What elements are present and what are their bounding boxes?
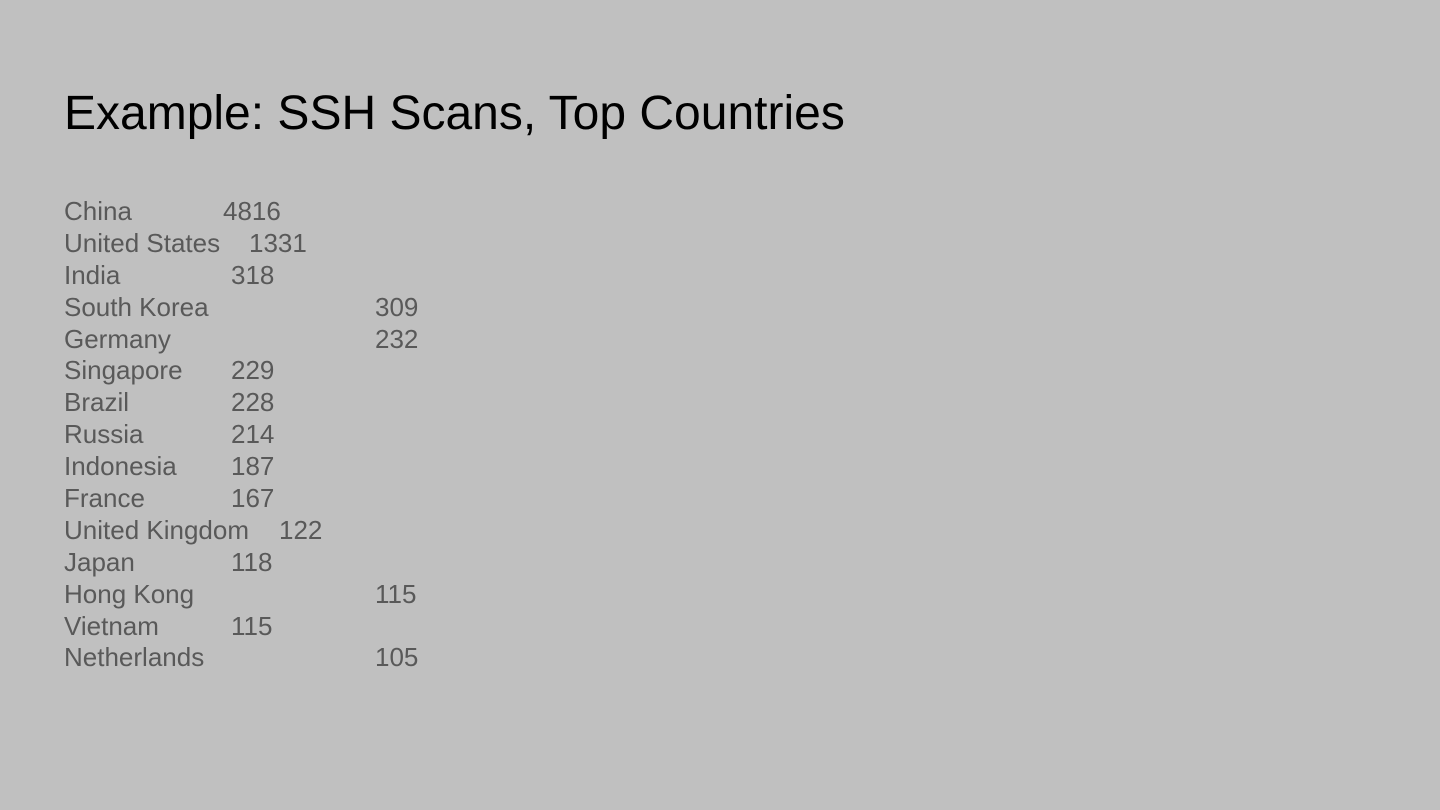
list-item: Indonesia 187 [64,450,664,482]
list-item: South Korea 309 [64,291,664,323]
scan-count: 232 [375,323,419,354]
list-item: Netherlands 105 [64,641,664,673]
list-item: France 167 [64,482,664,514]
list-item: India 318 [64,259,664,291]
scan-count: 214 [231,419,275,450]
scan-count: 115 [231,610,273,641]
list-item: United Kingdom 122 [64,514,664,546]
list-item: Germany 232 [64,323,664,355]
scan-count: 105 [375,642,419,673]
list-item: Hong Kong 115 [64,578,664,610]
scan-count: 309 [375,291,419,322]
country-name: France [64,483,145,514]
country-name: Japan [64,546,135,577]
country-name: Germany [64,323,171,354]
list-item: Japan 118 [64,546,664,578]
slide-title: Example: SSH Scans, Top Countries [64,87,845,140]
country-name: United Kingdom [64,514,249,545]
scan-count: 122 [279,514,323,545]
country-name: Vietnam [64,610,159,641]
list-item: Russia 214 [64,418,664,450]
scan-count: 228 [231,387,275,418]
country-name: Brazil [64,387,130,418]
list-item: Singapore 229 [64,354,664,386]
scan-count: 187 [231,451,275,482]
country-name: Hong Kong [64,578,195,609]
list-item: China 4816 [64,195,664,227]
country-list: China 4816 United States 1331 India 318 … [64,195,664,673]
scan-count: 229 [231,355,275,386]
scan-count: 4816 [223,196,281,226]
scan-count: 318 [231,259,275,290]
country-name: Russia [64,419,144,450]
list-item: Brazil 228 [64,386,664,418]
list-item: United States 1331 [64,227,664,259]
scan-count: 115 [375,578,417,609]
scan-count: 167 [231,483,275,514]
country-name: India [64,259,121,290]
country-name: South Korea [64,291,209,322]
country-name: China [64,196,132,226]
scan-count: 1331 [249,227,307,258]
country-name: United States [64,227,221,258]
country-name: Indonesia [64,451,177,482]
country-name: Netherlands [64,642,205,673]
scan-count: 118 [231,546,273,577]
country-name: Singapore [64,355,183,386]
list-item: Vietnam 115 [64,610,664,642]
